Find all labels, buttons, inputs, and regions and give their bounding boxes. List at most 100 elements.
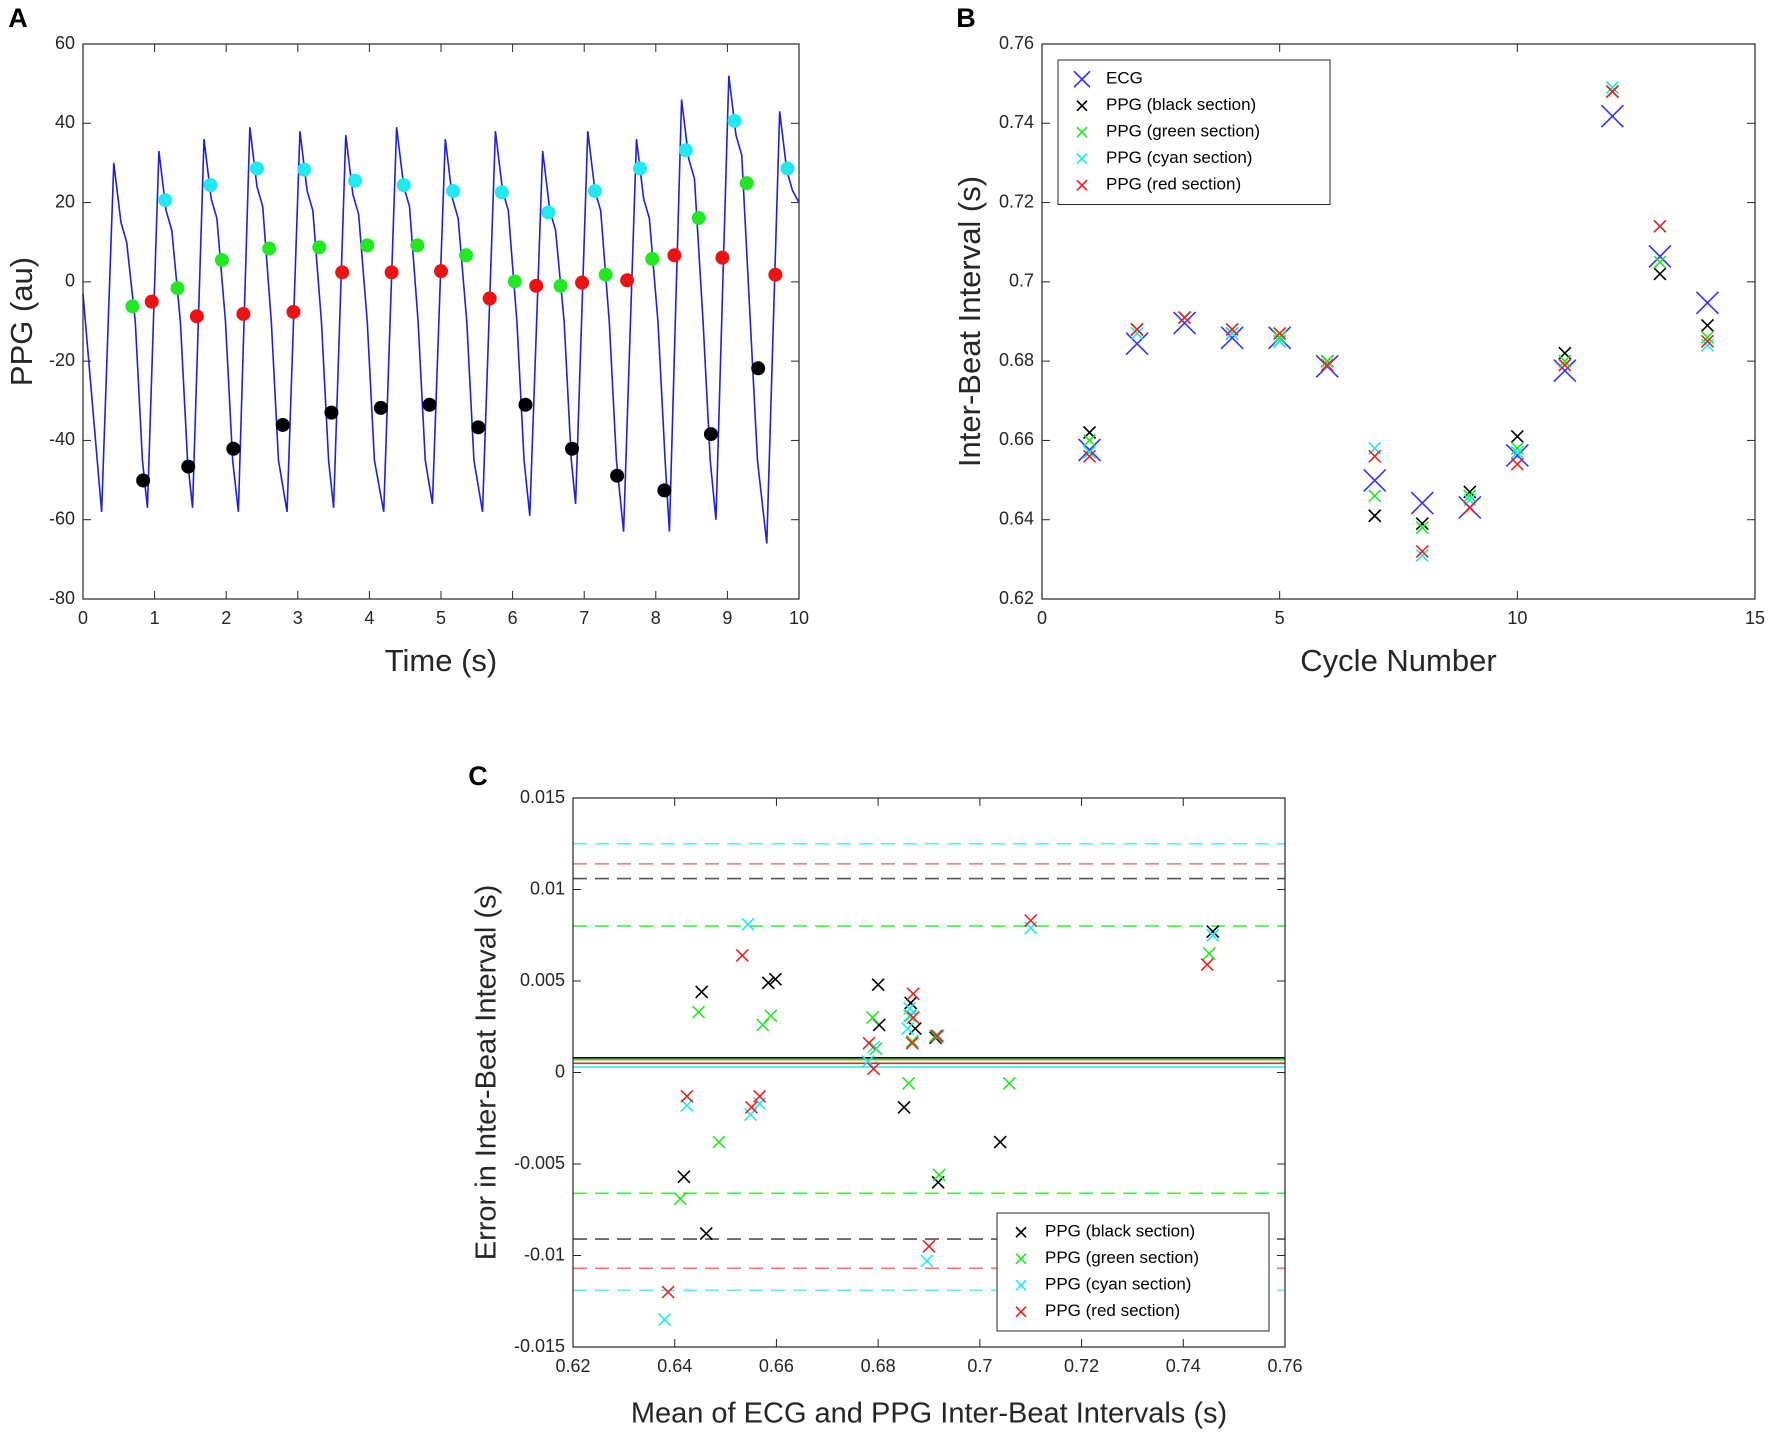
y-tick-label: -0.015 (514, 1336, 565, 1356)
section-dot (286, 304, 301, 319)
x-marker (1082, 445, 1097, 459)
x-marker (1220, 326, 1244, 350)
legend-label: PPG (cyan section) (1106, 148, 1252, 167)
x-marker (1558, 354, 1572, 368)
y-tick-label: 40 (55, 112, 75, 132)
x-axis-label: Mean of ECG and PPG Inter-Beat Intervals… (631, 1398, 1227, 1430)
section-dot (373, 400, 388, 415)
section-dot (226, 441, 241, 456)
x-marker (1178, 310, 1192, 325)
x-marker (657, 1312, 672, 1327)
section-dot (587, 184, 602, 199)
section-dot (541, 205, 556, 220)
x-marker (1510, 441, 1524, 455)
x-marker (661, 1285, 675, 1299)
y-tick-label: -0.005 (514, 1153, 565, 1173)
x-marker (1273, 330, 1287, 344)
x-marker (1463, 501, 1477, 515)
y-axis-label: Error in Inter-Beat Interval (s) (471, 885, 503, 1261)
x-tick-label: 5 (436, 608, 446, 628)
section-dot (678, 143, 693, 158)
section-dot (410, 238, 425, 253)
section-dot (751, 361, 766, 376)
x-marker (901, 1022, 915, 1036)
x-marker (1653, 267, 1667, 281)
legend-label: PPG (red section) (1106, 175, 1241, 194)
legend-label: PPG (red section) (1045, 1301, 1180, 1320)
x-marker (1648, 244, 1672, 269)
x-marker (1225, 326, 1239, 340)
axes-frame (1041, 43, 1756, 600)
y-axis-label: PPG (au) (4, 257, 39, 386)
y-tick-label: 20 (55, 191, 75, 211)
legend-marker (1073, 70, 1091, 88)
y-tick-label: 0.015 (520, 787, 565, 807)
x-marker (930, 1029, 944, 1043)
x-tick-label: 0 (1037, 608, 1047, 628)
x-tick-label: 7 (579, 608, 589, 628)
x-marker (753, 1089, 767, 1103)
y-tick-label: 0.7 (1009, 271, 1034, 291)
x-marker (699, 1226, 713, 1241)
x-marker (712, 1135, 726, 1149)
section-dot (181, 459, 196, 474)
section-dot (144, 294, 159, 309)
x-marker (1415, 548, 1429, 562)
x-marker (922, 1239, 936, 1253)
section-dot (518, 397, 533, 412)
y-tick-label: 0.74 (999, 112, 1034, 132)
y-tick-label: 0.005 (520, 970, 565, 990)
x-marker (897, 1100, 911, 1114)
x-marker (861, 1054, 875, 1069)
legend-marker (1015, 1226, 1027, 1238)
x-marker (1082, 449, 1097, 463)
y-tick-label: 0.62 (999, 588, 1034, 608)
x-marker (1130, 322, 1144, 336)
legend-label: PPG (black section) (1106, 95, 1256, 114)
x-marker (1368, 489, 1382, 503)
section-dot (360, 238, 375, 253)
x-marker (1653, 255, 1667, 269)
x-marker (1206, 925, 1220, 939)
legend-label: PPG (green section) (1106, 122, 1260, 141)
x-marker (680, 1098, 694, 1113)
legend-label: ECG (1106, 69, 1143, 88)
legend-marker (1076, 126, 1088, 138)
y-tick-label: -20 (49, 350, 75, 370)
x-marker (1700, 318, 1715, 333)
x-marker (1695, 291, 1720, 315)
panel-label: B (956, 3, 976, 33)
y-tick-label: -80 (49, 588, 75, 608)
x-marker (1082, 433, 1097, 447)
x-marker (902, 1076, 916, 1091)
y-tick-label: 0.68 (999, 350, 1034, 370)
section-dot (446, 184, 461, 199)
section-dot (553, 278, 568, 293)
x-marker (993, 1135, 1007, 1149)
x-marker (1173, 311, 1197, 335)
x-marker (929, 1029, 943, 1043)
section-dot (645, 251, 660, 266)
x-marker (1600, 104, 1624, 128)
y-tick-label: 60 (55, 33, 75, 53)
x-tick-label: 0.66 (759, 1356, 794, 1376)
x-tick-label: 0.74 (1166, 1356, 1201, 1376)
section-dot (703, 427, 718, 442)
y-tick-label: 0.66 (999, 429, 1034, 449)
section-dot (620, 273, 635, 288)
section-dot (384, 265, 399, 280)
legend-label: PPG (black section) (1045, 1222, 1195, 1241)
section-dot (203, 178, 218, 193)
x-marker (1558, 358, 1572, 372)
legend-marker (1076, 153, 1088, 165)
legend-marker (1015, 1279, 1027, 1291)
x-marker (932, 1168, 946, 1182)
axes-frame (82, 43, 800, 600)
legend-box (996, 1212, 1270, 1332)
section-dot (507, 274, 522, 289)
x-marker (761, 976, 775, 990)
x-marker (906, 1011, 920, 1025)
x-marker (1125, 332, 1149, 356)
x-marker (1024, 914, 1038, 928)
